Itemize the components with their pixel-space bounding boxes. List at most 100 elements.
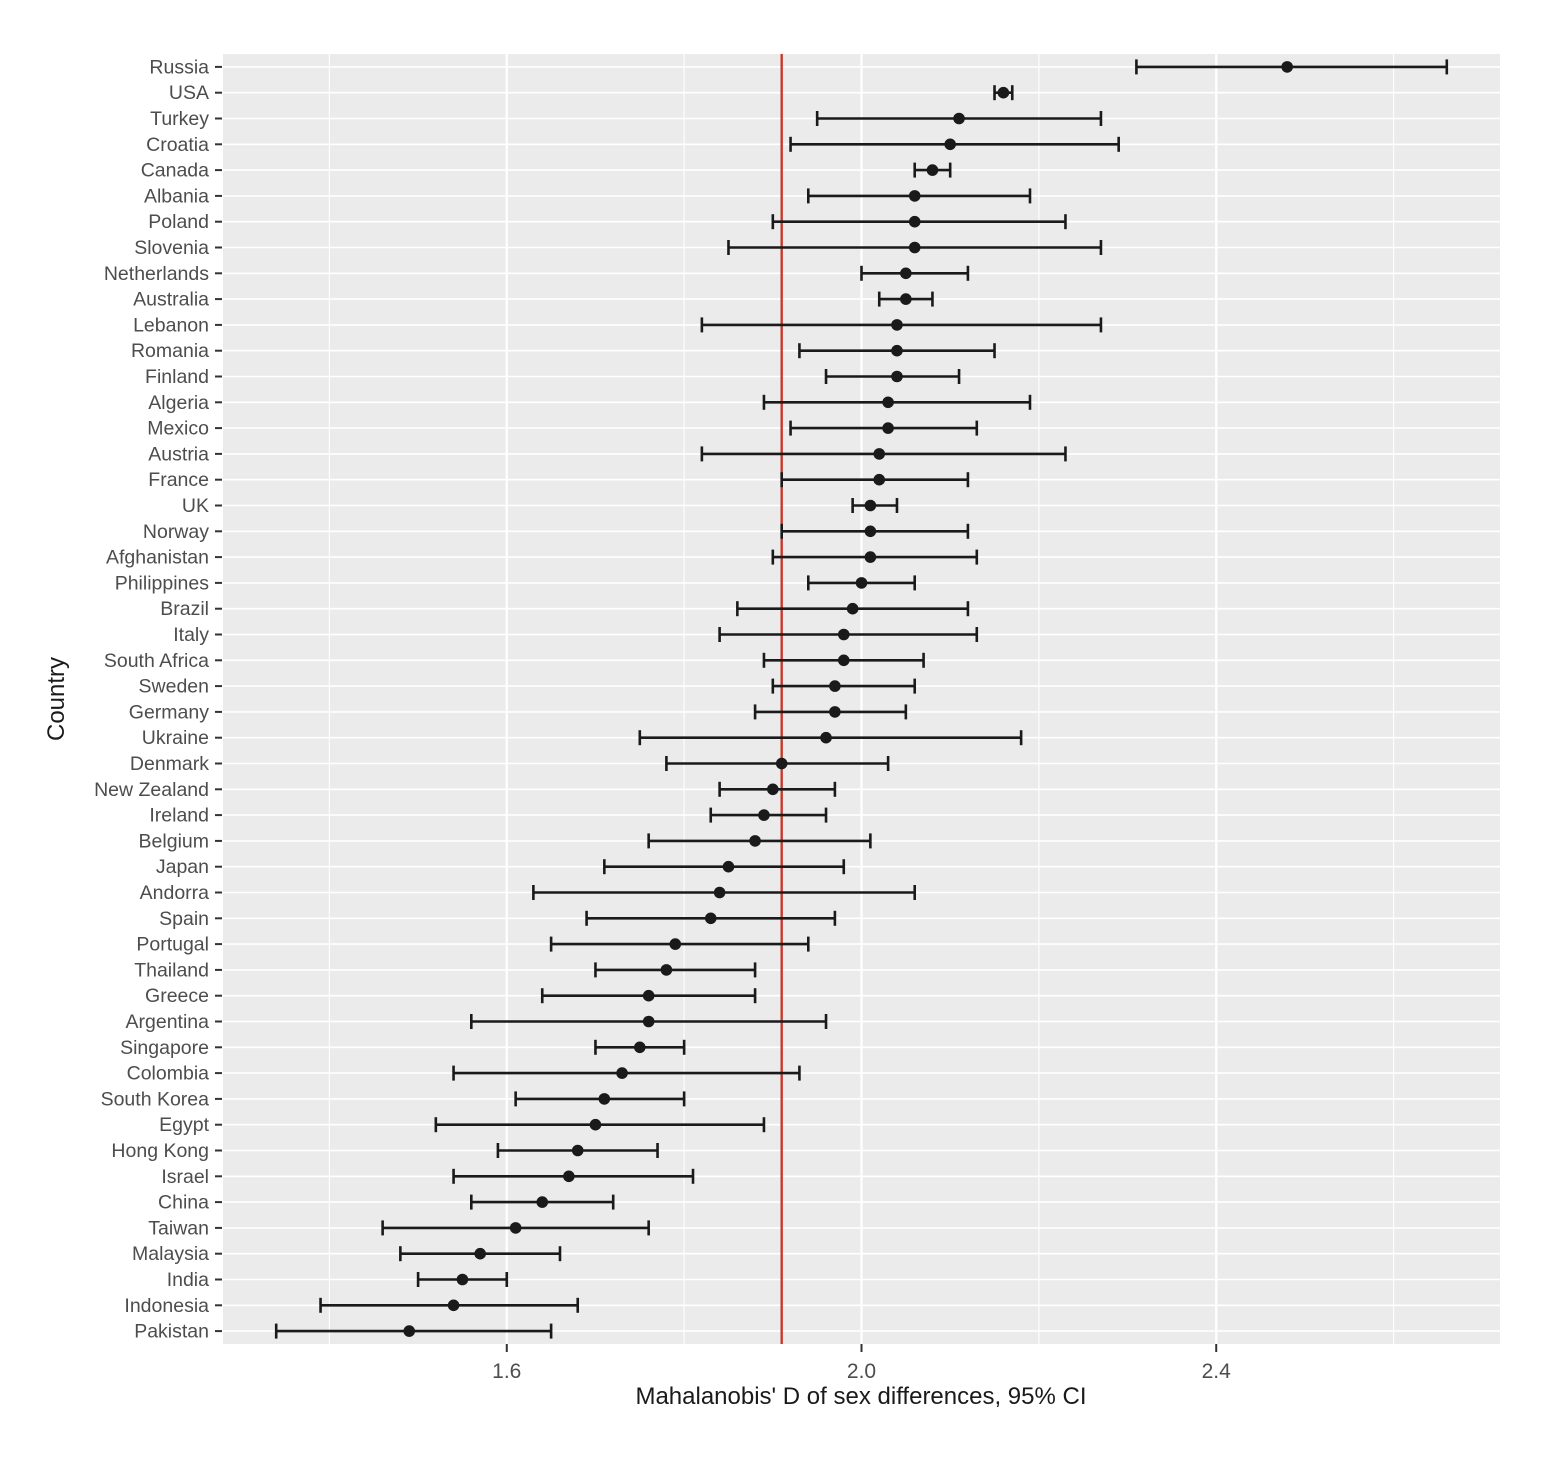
- y-tick-label: Russia: [149, 56, 209, 78]
- y-tick-label: Australia: [133, 289, 209, 311]
- country-row: [416, 1272, 509, 1287]
- country-row: [470, 1014, 828, 1029]
- point-estimate: [447, 1299, 460, 1312]
- point-estimate: [891, 344, 903, 357]
- country-row: [709, 807, 828, 823]
- country-row: [718, 781, 837, 797]
- point-estimate: [908, 241, 921, 254]
- point-estimate: [616, 1067, 628, 1079]
- country-row: [700, 317, 1103, 333]
- y-tick-label: Brazil: [160, 598, 209, 620]
- point-estimate: [873, 448, 886, 460]
- country-row: [780, 472, 970, 488]
- point-estimate: [571, 1144, 584, 1157]
- axis-layer: Russia USA Turkey Croatia Canada Albania Polan…: [94, 56, 1231, 1383]
- y-tick-label: Algeria: [148, 392, 209, 414]
- x-tick-label: 2.0: [847, 1360, 876, 1383]
- point-estimate: [944, 138, 956, 151]
- point-estimate: [456, 1273, 469, 1286]
- point-estimate: [775, 757, 788, 770]
- y-tick-label: India: [167, 1269, 209, 1291]
- point-estimate: [474, 1247, 486, 1260]
- y-tick-label: Denmark: [130, 753, 209, 775]
- y-tick-label: Spain: [159, 908, 209, 930]
- y-tick-label: Malaysia: [132, 1243, 209, 1265]
- country-row: [274, 1323, 553, 1339]
- x-tick-label: 1.6: [492, 1360, 521, 1383]
- point-estimate: [900, 267, 912, 280]
- y-tick-label: Slovenia: [134, 237, 209, 259]
- y-tick-label: Singapore: [120, 1037, 209, 1059]
- y-tick-label: Poland: [148, 211, 209, 233]
- point-estimate: [837, 654, 850, 667]
- point-estimate: [767, 783, 779, 796]
- country-row: [736, 601, 970, 617]
- point-estimate: [633, 1041, 646, 1054]
- country-row: [532, 885, 917, 900]
- y-tick-label: Romania: [131, 340, 209, 362]
- country-row: [549, 936, 810, 952]
- point-estimate: [642, 1015, 655, 1028]
- country-row: [381, 1220, 650, 1236]
- country-row: [603, 859, 846, 875]
- country-row: [452, 1065, 801, 1081]
- y-tick-label: Sweden: [139, 676, 209, 698]
- point-estimate: [749, 835, 761, 847]
- country-row: [399, 1246, 562, 1262]
- point-estimate: [926, 164, 939, 176]
- point-estimate: [900, 293, 912, 305]
- country-row: [319, 1297, 580, 1313]
- point-estimate: [855, 577, 868, 589]
- point-estimate: [642, 989, 655, 1002]
- y-tick-label: Belgium: [139, 830, 209, 852]
- country-row: [851, 498, 899, 513]
- country-row: [780, 523, 970, 539]
- y-tick-label: Greece: [145, 985, 209, 1007]
- country-row: [470, 1194, 615, 1210]
- point-estimate: [820, 731, 832, 744]
- point-estimate: [891, 319, 903, 331]
- point-estimate: [846, 602, 859, 615]
- country-row: [877, 291, 934, 307]
- y-tick-label: Germany: [129, 701, 209, 723]
- point-estimate: [1281, 61, 1293, 73]
- country-row: [700, 446, 1067, 462]
- y-tick-label: Pakistan: [134, 1321, 209, 1343]
- y-tick-label: Colombia: [127, 1063, 210, 1085]
- country-row: [496, 1143, 659, 1158]
- country-row: [860, 265, 970, 281]
- y-tick-label: Portugal: [136, 934, 209, 956]
- y-tick-label: Philippines: [115, 572, 210, 594]
- point-estimate: [873, 473, 886, 486]
- country-row: [815, 111, 1103, 126]
- y-tick-label: Thailand: [134, 959, 209, 981]
- point-estimate: [509, 1222, 522, 1234]
- point-estimate: [660, 964, 673, 976]
- country-row: [647, 833, 872, 849]
- y-tick-label: China: [158, 1192, 209, 1214]
- y-tick-label: Ireland: [149, 805, 209, 827]
- point-estimate: [908, 190, 921, 202]
- y-tick-label: Argentina: [126, 1011, 210, 1033]
- error-bar-layer: [274, 59, 1449, 1339]
- point-estimate: [722, 860, 735, 873]
- y-tick-label: New Zealand: [94, 779, 209, 801]
- point-estimate: [536, 1196, 549, 1208]
- point-estimate: [704, 912, 717, 925]
- y-tick-label: Canada: [141, 160, 209, 182]
- point-estimate: [758, 809, 770, 821]
- y-tick-label: Japan: [156, 856, 209, 878]
- country-row: [771, 549, 979, 565]
- y-tick-label: Netherlands: [104, 263, 209, 285]
- y-tick-label: France: [148, 469, 209, 491]
- country-row: [753, 704, 908, 720]
- y-tick-label: Taiwan: [148, 1217, 209, 1239]
- country-row: [771, 678, 917, 694]
- point-estimate: [829, 706, 841, 718]
- y-tick-label: Italy: [173, 624, 209, 646]
- point-estimate: [837, 628, 850, 641]
- country-row: [762, 394, 1032, 410]
- y-tick-label: Norway: [143, 521, 209, 543]
